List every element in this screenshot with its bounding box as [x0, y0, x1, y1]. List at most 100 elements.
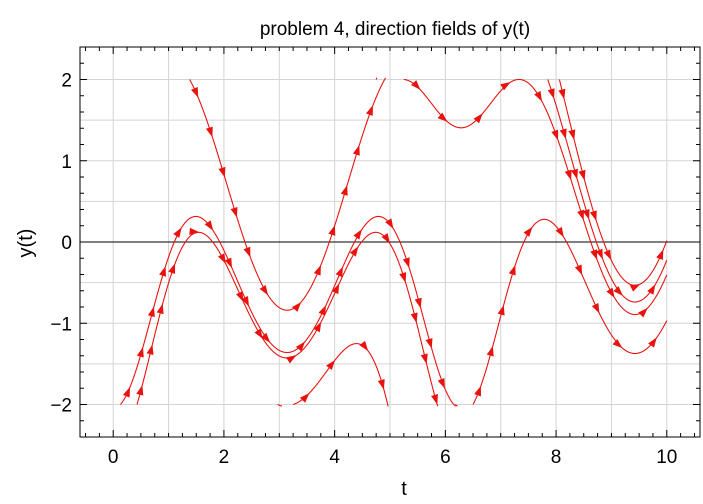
direction-arrow — [205, 126, 213, 138]
grid-lines — [80, 47, 700, 437]
solution-curve-7 — [454, 404, 458, 407]
direction-arrow — [352, 145, 360, 156]
direction-arrow — [359, 340, 369, 352]
direction-arrow — [318, 305, 327, 316]
direction-arrow — [547, 88, 555, 99]
chart-title: problem 4, direction fields of y(t) — [260, 19, 530, 40]
direction-arrow — [656, 249, 664, 261]
y-tick-label: 2 — [61, 71, 72, 92]
y-tick-label: 0 — [61, 233, 72, 254]
direction-arrow — [437, 378, 445, 389]
direction-arrow — [377, 379, 385, 390]
direction-arrow — [555, 226, 564, 238]
tick-labels: 0 2 4 6 8 10 −2 −1 0 1 2 — [50, 71, 677, 469]
direction-arrow — [260, 332, 271, 343]
direction-arrow — [349, 246, 359, 257]
direction-arrow — [136, 385, 144, 396]
direction-arrow — [558, 88, 566, 100]
direction-arrow — [414, 297, 422, 309]
direction-arrow — [638, 307, 648, 318]
direction-arrow — [235, 291, 244, 302]
direction-arrow — [335, 266, 343, 278]
direction-arrow — [629, 283, 641, 292]
axis-ticks — [80, 46, 700, 438]
y-axis-label: y(t) — [15, 229, 37, 258]
solution-curve-10 — [558, 79, 668, 286]
direction-arrow — [591, 302, 600, 314]
x-axis-label: t — [401, 478, 407, 500]
x-tick-label: 10 — [656, 447, 677, 468]
direction-arrow — [508, 264, 516, 276]
direction-arrow — [399, 272, 407, 283]
direction-arrow — [136, 346, 144, 358]
solution-curves — [119, 77, 668, 407]
direction-arrow — [612, 338, 623, 349]
direction-arrow — [365, 105, 373, 116]
direction-arrow — [381, 233, 390, 244]
direction-arrow — [571, 168, 578, 180]
direction-arrow — [147, 306, 155, 318]
direction-arrow — [582, 209, 590, 220]
direction-arrow — [411, 80, 421, 90]
direction-arrow — [191, 87, 199, 98]
direction-arrow — [589, 210, 597, 221]
solution-curve-5 — [375, 77, 378, 80]
direction-arrow — [648, 337, 657, 348]
direction-arrow — [574, 264, 583, 276]
direction-arrow — [295, 341, 306, 352]
direction-arrow — [254, 328, 263, 339]
direction-arrow — [217, 253, 226, 264]
y-tick-label: 1 — [61, 152, 72, 173]
direction-arrow — [299, 393, 310, 403]
solution-curve-9 — [547, 79, 668, 303]
direction-arrow — [243, 246, 251, 258]
direction-arrow — [313, 321, 322, 333]
direction-arrow — [559, 128, 567, 140]
x-tick-label: 4 — [329, 447, 340, 468]
direction-arrow — [159, 266, 166, 277]
direction-arrow — [340, 185, 348, 196]
direction-arrow — [578, 169, 586, 181]
direction-arrow — [647, 284, 656, 295]
direction-arrow — [497, 304, 505, 316]
direction-arrow — [568, 129, 576, 140]
direction-arrow — [603, 249, 612, 261]
direction-arrow — [331, 283, 340, 295]
direction-arrow — [328, 225, 336, 236]
y-tick-label: −1 — [50, 314, 72, 335]
solution-curve-3 — [277, 403, 283, 407]
direction-arrow — [189, 227, 200, 235]
solution-curve-2 — [189, 77, 387, 311]
direction-arrow — [313, 265, 321, 276]
direction-arrow — [431, 394, 438, 405]
direction-arrow — [291, 301, 302, 312]
direction-arrow — [173, 227, 182, 238]
direction-arrow — [230, 207, 238, 218]
direction-arrow — [204, 220, 214, 231]
direction-arrow — [156, 303, 164, 315]
direction-arrow — [606, 287, 615, 299]
x-tick-label: 0 — [108, 447, 119, 468]
direction-arrow — [168, 263, 176, 275]
direction-arrow — [590, 249, 598, 260]
direction-arrow — [613, 286, 623, 296]
direction-arrow — [564, 169, 572, 181]
direction-arrow — [473, 113, 483, 124]
direction-arrow — [425, 338, 433, 349]
direction-arrow — [259, 284, 269, 296]
direction-arrow — [122, 386, 131, 398]
y-tick-label: −2 — [50, 396, 72, 417]
solution-curve-1 — [136, 231, 439, 407]
direction-arrow — [286, 355, 297, 364]
direction-arrow — [551, 129, 559, 141]
direction-arrow — [385, 218, 394, 229]
direction-arrow — [523, 226, 533, 237]
direction-arrow — [474, 385, 481, 397]
solution-curve-8 — [472, 218, 668, 405]
direction-arrow — [500, 82, 511, 91]
direction-arrow — [534, 90, 543, 102]
direction-arrow — [437, 112, 448, 122]
x-tick-label: 6 — [440, 447, 451, 468]
direction-arrow — [595, 248, 603, 260]
